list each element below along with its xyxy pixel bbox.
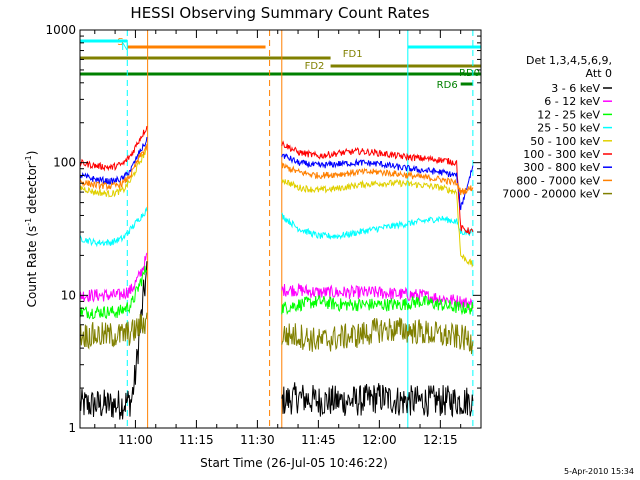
y-axis-label: Count Rate (s-1 detector-1) — [24, 151, 39, 308]
series-line — [79, 261, 148, 420]
y-axis-label-end: ) — [25, 151, 39, 156]
series-line — [281, 140, 474, 235]
x-tick-label: 11:30 — [240, 433, 275, 447]
series-line — [79, 312, 148, 350]
data-series — [79, 126, 474, 420]
legend-entry-label: 25 - 50 keV — [537, 122, 600, 135]
series-line — [281, 153, 474, 211]
legend-entry-label: 50 - 100 keV — [530, 135, 600, 148]
legend-header: Att 0 — [586, 67, 612, 80]
series-line — [79, 137, 148, 185]
x-axis-ticks: 11:00 11:15 11:30 11:45 12:00 12:15 — [94, 30, 482, 447]
chart-title: HESSI Observing Summary Count Rates — [130, 4, 429, 22]
y-axis-label-sup1: -1 — [24, 218, 33, 226]
y-tick-label: 100 — [53, 156, 76, 170]
flag-label: FD2 — [305, 61, 325, 72]
series-line — [79, 252, 148, 303]
series-line — [281, 382, 474, 418]
series-line — [79, 145, 148, 198]
legend-entry-label: 7000 - 20000 keV — [502, 188, 600, 201]
flag-label: FD1 — [343, 49, 363, 60]
series-line — [281, 162, 474, 196]
y-tick-label: 10 — [61, 288, 76, 302]
observing-flags: SNFD1FD2RD0RD6 — [80, 37, 481, 91]
y-axis-label-main: Count Rate (s — [25, 226, 39, 308]
series-line — [281, 178, 474, 268]
legend-entry-label: 12 - 25 keV — [537, 108, 600, 121]
date-stamp: 5-Apr-2010 15:34 — [564, 467, 634, 476]
legend-entry-label: 6 - 12 keV — [544, 95, 600, 108]
flag-label: RD0 — [459, 68, 480, 79]
flag-label: N — [121, 42, 128, 53]
legend-entry-label: 800 - 7000 keV — [516, 174, 600, 187]
x-axis-label: Start Time (26-Jul-05 10:46:22) — [200, 456, 388, 470]
series-line — [79, 265, 147, 320]
series-line — [281, 212, 474, 240]
flag-label: RD6 — [437, 80, 458, 91]
series-line — [79, 206, 148, 248]
legend-entry-label: 300 - 800 keV — [523, 161, 600, 174]
y-tick-label: 1 — [68, 421, 76, 435]
x-tick-label: 11:15 — [179, 433, 214, 447]
series-line — [79, 143, 148, 192]
series-line — [79, 126, 148, 172]
x-tick-label: 12:00 — [362, 433, 397, 447]
plot-frame — [79, 29, 482, 429]
x-tick-label: 12:15 — [423, 433, 458, 447]
x-tick-label: 11:00 — [118, 433, 153, 447]
x-tick-label: 11:45 — [301, 433, 336, 447]
y-axis-label-mid: detector — [25, 163, 39, 218]
y-tick-label: 1000 — [45, 23, 76, 37]
y-axis-ticks: 1 10 100 1000 — [45, 23, 481, 435]
y-axis-label-sup2: -1 — [24, 155, 33, 163]
time-markers — [79, 30, 474, 428]
series-line — [281, 317, 474, 355]
legend-header: Det 1,3,4,5,6,9, — [526, 54, 612, 67]
legend-entry-label: 3 - 6 keV — [551, 82, 600, 95]
series-line — [281, 294, 474, 316]
legend-entry-label: 100 - 300 keV — [523, 148, 600, 161]
